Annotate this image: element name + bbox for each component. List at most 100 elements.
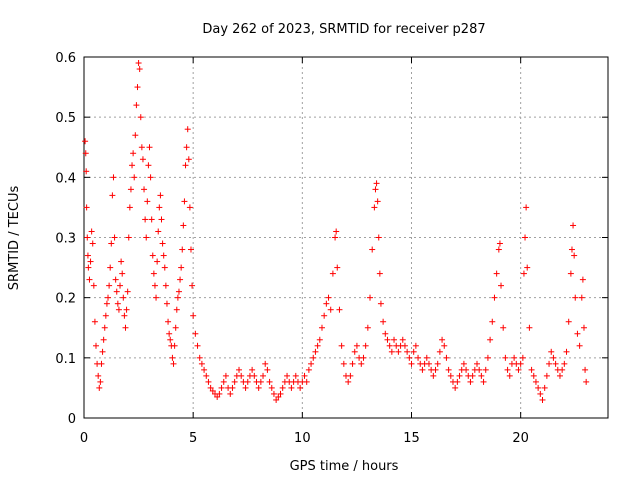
data-point bbox=[238, 372, 245, 379]
data-point bbox=[430, 372, 437, 379]
data-point bbox=[364, 324, 371, 331]
data-point bbox=[83, 168, 90, 175]
data-point bbox=[111, 234, 118, 241]
data-point bbox=[500, 324, 507, 331]
data-point bbox=[308, 360, 315, 367]
data-point bbox=[360, 354, 367, 361]
data-point bbox=[582, 366, 589, 373]
data-point bbox=[456, 372, 463, 379]
data-point bbox=[103, 300, 110, 307]
data-point bbox=[173, 306, 180, 313]
data-point bbox=[97, 378, 104, 385]
data-point bbox=[325, 294, 332, 301]
data-point bbox=[117, 282, 124, 289]
data-point bbox=[406, 354, 413, 361]
data-point bbox=[249, 366, 256, 373]
data-point bbox=[178, 264, 185, 271]
data-point bbox=[484, 354, 491, 361]
data-point bbox=[149, 252, 156, 259]
data-point bbox=[520, 270, 527, 277]
data-point bbox=[412, 342, 419, 349]
y-tick-label: 0.5 bbox=[55, 111, 76, 126]
data-point bbox=[382, 330, 389, 337]
data-point bbox=[371, 204, 378, 211]
data-point bbox=[469, 372, 476, 379]
data-point bbox=[177, 276, 184, 283]
data-point bbox=[312, 348, 319, 355]
x-tick-label: 5 bbox=[189, 431, 197, 446]
y-tick-label: 0.2 bbox=[55, 292, 76, 307]
data-point bbox=[515, 366, 522, 373]
data-point bbox=[142, 216, 149, 223]
data-point bbox=[377, 300, 384, 307]
data-point bbox=[395, 348, 402, 355]
data-point bbox=[139, 156, 146, 163]
data-point bbox=[445, 366, 452, 373]
data-point bbox=[333, 228, 340, 235]
data-point bbox=[495, 246, 502, 253]
data-point bbox=[201, 366, 208, 373]
data-point bbox=[375, 234, 382, 241]
data-point bbox=[144, 198, 151, 205]
data-point bbox=[408, 360, 415, 367]
data-point bbox=[454, 378, 461, 385]
data-point bbox=[301, 372, 308, 379]
data-point bbox=[180, 222, 187, 229]
data-point bbox=[159, 240, 166, 247]
data-point bbox=[148, 216, 155, 223]
data-point bbox=[262, 360, 269, 367]
data-point bbox=[351, 348, 358, 355]
data-point bbox=[532, 378, 539, 385]
data-point bbox=[138, 144, 145, 151]
data-point bbox=[264, 366, 271, 373]
data-point bbox=[118, 258, 125, 265]
data-point bbox=[165, 318, 172, 325]
x-axis-ticks: 0 5 10 15 20 bbox=[80, 57, 529, 446]
data-point bbox=[167, 336, 174, 343]
data-point bbox=[580, 324, 587, 331]
data-point bbox=[99, 348, 106, 355]
data-point bbox=[273, 396, 280, 403]
data-point bbox=[340, 360, 347, 367]
data-point bbox=[316, 336, 323, 343]
data-point bbox=[358, 360, 365, 367]
data-point bbox=[147, 174, 154, 181]
data-point bbox=[539, 396, 546, 403]
data-point bbox=[419, 366, 426, 373]
x-tick-label: 15 bbox=[403, 431, 420, 446]
data-point bbox=[314, 342, 321, 349]
data-point bbox=[151, 282, 158, 289]
data-point bbox=[570, 222, 577, 229]
data-point bbox=[345, 378, 352, 385]
data-point bbox=[192, 330, 199, 337]
data-point bbox=[100, 336, 107, 343]
data-point bbox=[198, 360, 205, 367]
data-point bbox=[163, 300, 170, 307]
data-point bbox=[115, 306, 122, 313]
data-point bbox=[181, 198, 188, 205]
data-point bbox=[131, 174, 138, 181]
data-point bbox=[90, 282, 97, 289]
data-point bbox=[579, 276, 586, 283]
data-point bbox=[205, 378, 212, 385]
data-point bbox=[391, 336, 398, 343]
x-tick-label: 20 bbox=[512, 431, 529, 446]
data-point bbox=[101, 324, 108, 331]
data-point bbox=[404, 348, 411, 355]
data-point bbox=[171, 342, 178, 349]
data-point bbox=[434, 360, 441, 367]
data-point bbox=[565, 318, 572, 325]
data-point bbox=[98, 360, 105, 367]
data-point bbox=[85, 264, 92, 271]
chart-title: Day 262 of 2023, SRMTID for receiver p28… bbox=[202, 22, 485, 37]
x-tick-label: 0 bbox=[80, 431, 88, 446]
data-point bbox=[552, 360, 559, 367]
y-tick-label: 0.6 bbox=[55, 51, 76, 66]
data-point bbox=[150, 270, 157, 277]
data-point bbox=[519, 354, 526, 361]
data-point bbox=[288, 384, 295, 391]
data-point bbox=[123, 306, 130, 313]
y-tick-label: 0.3 bbox=[55, 232, 76, 247]
data-point bbox=[109, 192, 116, 199]
data-point bbox=[91, 318, 98, 325]
